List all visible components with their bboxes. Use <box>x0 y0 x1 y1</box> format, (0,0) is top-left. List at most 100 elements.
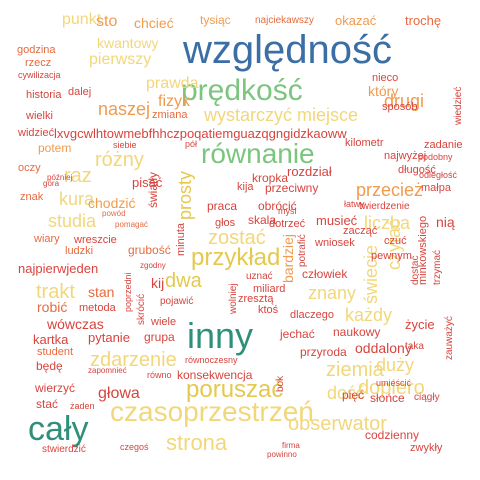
word-cloud-word: różny <box>95 149 144 171</box>
word-cloud-word: czegoś <box>120 442 149 452</box>
word-cloud-word: słońce <box>370 391 405 405</box>
word-cloud-word: umieścić <box>376 378 412 388</box>
word-cloud-word: zresztą <box>238 293 274 305</box>
word-cloud-word: codzienny <box>365 428 420 442</box>
word-cloud-word: trochę <box>405 13 442 28</box>
word-cloud-word: pojawić <box>160 296 194 307</box>
word-cloud-word: pierwszy <box>89 51 152 68</box>
word-cloud-word: ciągły <box>414 392 440 403</box>
word-cloud-word: raz <box>64 165 92 187</box>
word-cloud-word: przyroda <box>300 345 347 359</box>
word-cloud-word: poruszać <box>186 376 284 403</box>
word-cloud-word: jechać <box>280 327 315 341</box>
word-cloud-word: miliard <box>253 283 286 295</box>
word-cloud-word: pytanie <box>88 330 130 345</box>
word-cloud-word: trakt <box>36 281 75 303</box>
word-cloud-word: zwykły <box>410 442 443 454</box>
word-cloud-word: ktoś <box>258 304 279 316</box>
word-cloud-word: grupa <box>144 330 175 344</box>
word-cloud-word: kilometr <box>345 137 384 149</box>
word-cloud-word: minuta <box>175 222 187 256</box>
word-cloud-word: człowiek <box>302 267 348 281</box>
word-cloud-word: pięć <box>342 388 365 402</box>
word-cloud-word: pół <box>185 139 198 149</box>
word-cloud-word: obrócić <box>258 199 297 213</box>
word-cloud-word: później <box>47 173 73 182</box>
word-cloud-word: skala <box>248 213 277 227</box>
word-cloud-word: prędkość <box>181 74 303 107</box>
word-cloud-word: zapomnieć <box>88 366 127 375</box>
word-cloud-word: cywilizacja <box>18 70 61 80</box>
word-cloud-word: wierzyć <box>35 381 76 395</box>
word-cloud-word: metoda <box>79 302 116 314</box>
word-cloud-word: ludzki <box>65 245 94 257</box>
word-cloud-word: drugi <box>384 91 425 111</box>
word-cloud-word: długość <box>398 164 436 176</box>
word-cloud-word: równanie <box>201 138 315 169</box>
word-cloud-word: kartka <box>33 332 69 347</box>
word-cloud-word: naszej <box>98 99 151 119</box>
word-cloud-word: stać <box>36 397 59 411</box>
word-cloud-word: powinno <box>267 450 297 459</box>
word-cloud-word: czasoprzestrzeń <box>110 396 314 427</box>
word-cloud-word: poprzedni <box>123 272 133 312</box>
word-cloud-word: trzymać <box>432 250 443 285</box>
word-cloud-word: kij <box>151 275 165 291</box>
word-cloud-word: najciekawszy <box>255 15 314 26</box>
word-cloud-word: praca <box>207 199 238 213</box>
word-cloud-word: sto <box>96 13 118 30</box>
word-cloud-word: historia <box>26 89 62 101</box>
word-cloud-word: wiedzieć <box>453 86 464 125</box>
word-cloud-word: dotrzeć <box>269 218 306 230</box>
word-cloud-word: duży <box>376 355 415 375</box>
word-cloud-word: zostać <box>208 227 266 249</box>
word-cloud-word: kwantowy <box>97 35 159 51</box>
word-cloud-word: wreszcie <box>74 234 117 246</box>
word-cloud-word: widzieć <box>18 127 55 139</box>
word-cloud-word: obserwator <box>288 413 387 435</box>
word-cloud-word: przykład <box>191 244 281 271</box>
word-cloud-word: bok <box>275 375 286 392</box>
word-cloud-word: głos <box>215 217 236 229</box>
word-cloud-word: cały <box>28 410 89 448</box>
word-cloud-word: dopiero <box>358 377 425 399</box>
word-cloud-word: bardziej <box>280 233 296 283</box>
word-cloud-word: kura <box>59 189 95 209</box>
word-cloud-word: dlaczego <box>290 309 335 321</box>
word-cloud-word: konsekwencja <box>177 368 253 382</box>
word-cloud-word: światły <box>146 171 160 208</box>
word-cloud-word: dwa <box>165 270 202 292</box>
word-cloud-word: przecież <box>356 180 424 200</box>
word-cloud-word: sposób <box>382 101 418 113</box>
word-cloud-word: chodzić <box>88 195 136 211</box>
word-cloud-word: dostać <box>410 255 421 285</box>
word-cloud-word: taka <box>405 341 424 352</box>
word-cloud-word: znak <box>20 191 44 203</box>
word-cloud-word: twierdzenie <box>359 201 410 212</box>
word-cloud-word: zgodny <box>140 261 166 270</box>
word-cloud-word: znany <box>308 283 357 303</box>
word-cloud-word: równo <box>147 370 172 380</box>
word-cloud-word: czuć <box>384 235 407 247</box>
word-cloud-word: zmiana <box>152 109 188 121</box>
word-cloud-word: pomagać <box>115 220 148 229</box>
word-cloud-word: rzecz <box>25 57 52 69</box>
word-cloud-word: grubość <box>128 243 171 257</box>
word-cloud-word: pewnym <box>371 250 412 262</box>
word-cloud-word: skrócić <box>136 293 147 325</box>
word-cloud-word: łatwy <box>344 199 365 209</box>
word-cloud-word: życie <box>405 317 435 332</box>
word-cloud-word: który <box>368 83 399 99</box>
word-cloud-word: dość <box>327 383 366 403</box>
word-cloud-word: oddalony <box>355 340 412 356</box>
word-cloud-word: wniosek <box>315 237 355 249</box>
word-cloud-word: myśl <box>278 206 297 216</box>
word-cloud-word: góra <box>43 179 60 188</box>
word-cloud-word: wówczas <box>47 316 104 332</box>
word-cloud-word: stwierdzić <box>42 444 86 455</box>
word-cloud-word: nieco <box>372 72 399 84</box>
word-cloud-word: przeciwny <box>265 181 319 195</box>
word-cloud-word: siebie <box>113 140 137 150</box>
word-cloud-word: będę <box>36 359 63 373</box>
